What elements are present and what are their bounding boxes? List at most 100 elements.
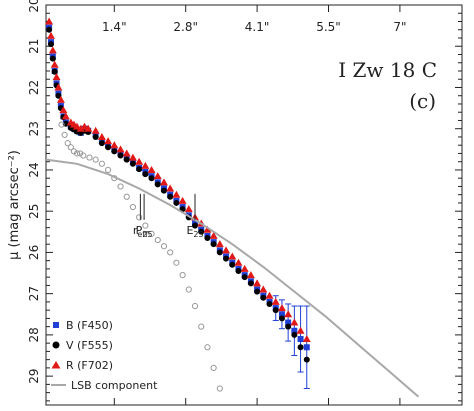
y-axis-label: μ (mag arcsec⁻²) [7,150,22,260]
legend-marker-square [53,322,59,328]
data-point-v [229,261,236,268]
data-point-v [254,288,261,295]
data-point-r [246,271,255,279]
data-point-r [91,126,100,134]
data-point-v [105,144,112,151]
data-point-v [198,228,205,235]
data-point-open [70,148,78,155]
data-point-r [135,157,144,165]
data-point-open [210,364,217,371]
data-point-r [159,178,168,186]
data-point-r [265,291,274,299]
data-point-r [228,252,237,260]
data-point-r [209,231,218,239]
data-point-r [271,297,280,305]
y-tick-label: 23 [27,121,41,136]
y-tick-label: 29 [27,368,41,383]
data-point-v [285,323,292,330]
data-point-r [234,258,243,266]
data-point-v [51,68,58,75]
data-point-v [210,241,217,248]
top-tick-label: 7" [393,20,406,34]
data-point-r [203,225,212,233]
data-point-v [129,160,136,167]
data-point-open [167,249,174,256]
data-point-r [253,279,262,287]
data-point-r [184,205,193,213]
top-tick-label: 2.8" [173,20,198,34]
data-point-v [167,193,174,200]
data-point-open [216,385,223,392]
data-point-r [76,124,85,132]
data-point-r [141,161,150,169]
legend-marker-triangle [51,361,61,369]
top-tick-label: 5.5" [316,20,341,34]
data-point-r [222,246,231,254]
panel-label: (c) [409,89,436,113]
data-point-v [266,300,273,307]
legend-marker-circle [52,341,60,349]
data-point-open [198,323,205,330]
data-point-v [117,152,124,159]
y-tick-label: 27 [27,286,41,301]
data-point-v [278,315,285,322]
data-point-open [117,183,124,190]
data-point-r [284,310,293,318]
data-point-r [166,184,175,192]
data-point-r [52,73,61,81]
data-point-open [142,222,149,229]
data-point-open [73,150,81,157]
data-point-b [303,344,310,351]
data-point-r [104,137,113,145]
data-point-b [278,311,285,318]
data-point-v [260,294,267,301]
legend-label: LSB component [71,379,158,392]
data-point-r [116,145,125,153]
data-point-b [291,327,298,334]
data-point-r [122,149,131,157]
chart-title: I Zw 18 C [338,58,437,82]
data-point-r [50,60,59,68]
data-point-v [92,133,99,140]
data-point-open [61,131,68,138]
series-lsb-component [45,158,420,398]
y-tick-label: 21 [27,39,41,54]
data-point-r [153,172,162,180]
data-point-r [54,83,63,91]
data-point-v [303,356,310,363]
data-point-r [48,46,57,54]
data-point-v [98,140,105,147]
series-layer [45,17,420,398]
data-point-open [98,160,105,167]
top-axis-ticks: 1.4" 2.8" 4.1" 5.5" 7" [102,5,406,405]
data-point-v [142,171,149,178]
data-point-open [80,152,87,159]
data-point-v [216,249,223,256]
data-point-open [185,286,192,293]
legend-label: R (F702) [66,359,113,372]
data-point-r [46,31,55,39]
data-point-open [58,121,65,128]
data-point-r [240,264,249,272]
y-tick-label: 26 [27,245,41,260]
y-tick-label: 20 [27,0,41,13]
lsb-line [45,158,420,398]
y-tick-label: 28 [27,327,41,342]
y-tick-label: 22 [27,80,41,95]
data-point-open [67,144,74,151]
annotation-label: P25 [136,224,153,239]
data-point-r [178,196,187,204]
data-point-open [77,150,84,157]
plot-area [45,4,463,406]
data-point-v [49,55,56,62]
data-point-open [123,193,130,200]
data-point-r [97,132,106,140]
data-point-b [297,336,304,343]
data-point-b [285,319,292,326]
data-point-r [302,335,311,343]
data-point-v [291,331,298,338]
data-point-r [128,153,137,161]
data-point-v [235,267,242,274]
